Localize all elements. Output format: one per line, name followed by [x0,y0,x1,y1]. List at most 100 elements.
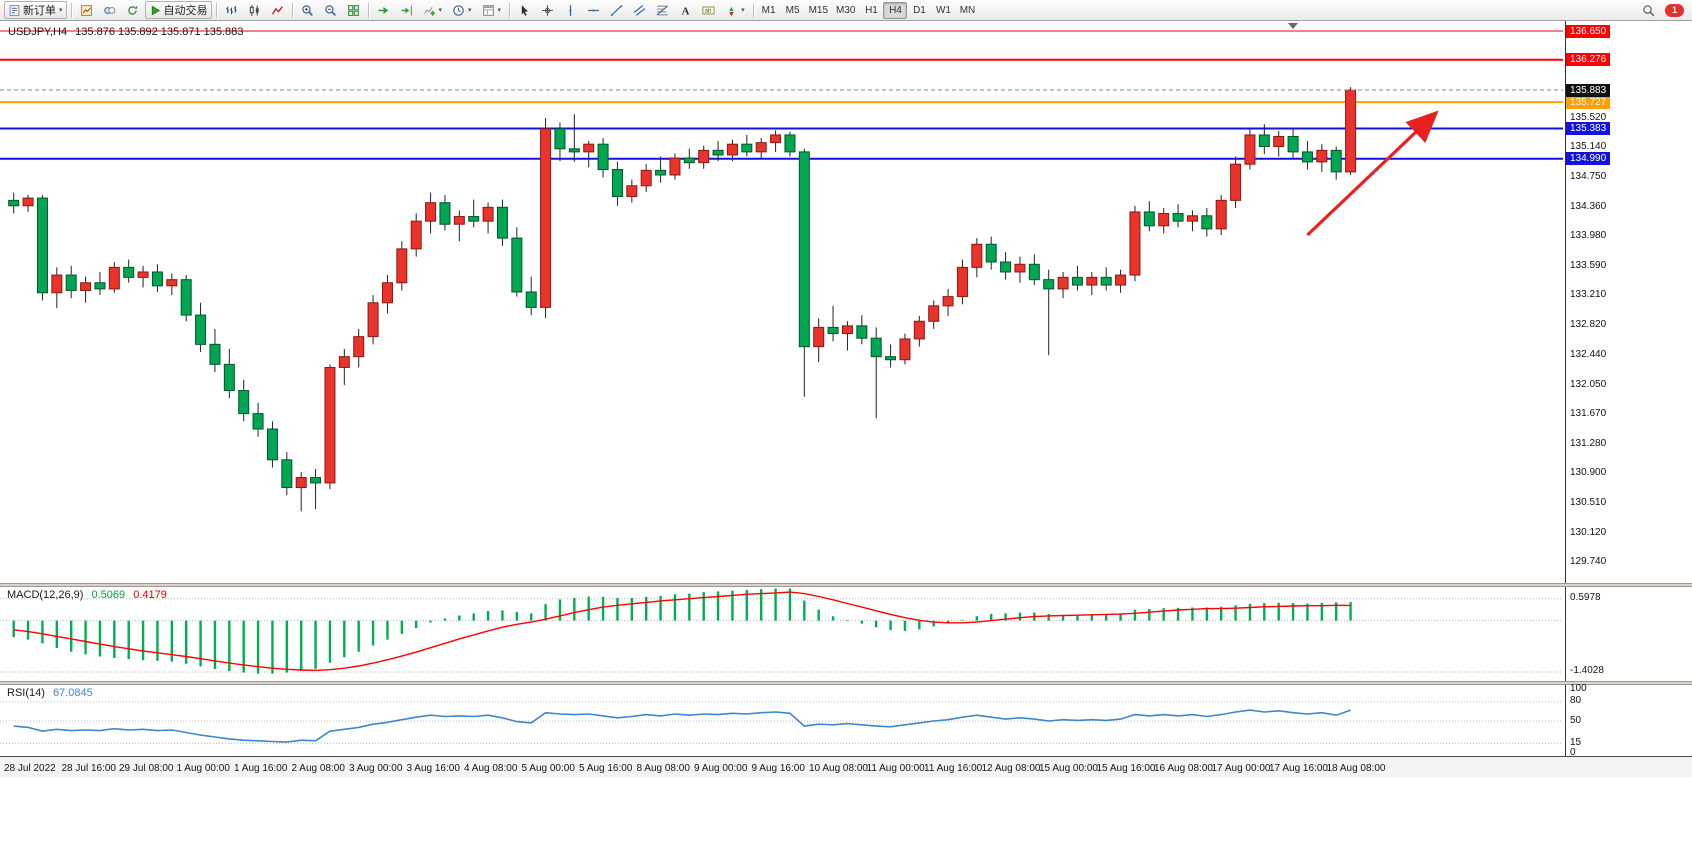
trend-arrow-object[interactable] [1306,110,1439,237]
horizontal-line-objects[interactable] [0,30,1563,160]
candle-body [80,282,92,291]
ohlc-values: 135.876 135.892 135.871 135.883 [75,26,244,38]
channel-tool-button[interactable] [629,1,650,19]
auto-scroll-button[interactable] [373,1,394,19]
play-icon [149,4,162,17]
text-label-tool-button[interactable]: ab [698,1,719,19]
timeframe-mn-button[interactable]: MN [955,2,979,19]
candle-body [295,477,307,489]
candle-body [252,413,264,430]
panel-splitter[interactable] [0,681,1692,685]
arrow-tools-icon [725,4,738,17]
chart-shift-marker[interactable] [1288,23,1298,29]
candle-body [1273,135,1285,147]
candle-body [8,199,20,207]
rsi-line [13,709,1351,743]
time-axis-label: 18 Aug 08:00 [1326,763,1386,774]
indicators-list-button[interactable]: ▾ [419,1,447,19]
time-axis-label: 28 Jul 16:00 [61,763,117,774]
timeframe-m30-button[interactable]: M30 [832,2,859,19]
candle-body [166,279,178,287]
candle-body [266,428,278,461]
candle-body [1143,211,1155,227]
candle-body [353,336,365,358]
timeframe-h1-button[interactable]: H1 [859,2,883,19]
chart-window[interactable]: USDJPY,H4 135.876 135.892 135.871 135.88… [0,21,1692,777]
timeframe-d1-button[interactable]: D1 [907,2,931,19]
fibonacci-tool-button[interactable] [652,1,673,19]
time-axis[interactable]: 28 Jul 2022 28 Jul 16:00 29 Jul 08:00 1 Aug… [0,756,1692,777]
candle-body [1330,149,1342,173]
candle-body [770,134,782,144]
candle-body [151,271,163,287]
charts-window-button[interactable] [76,1,97,19]
chart-shift-button[interactable] [396,1,417,19]
candle-body [195,314,207,345]
horizontal-line-tool-button[interactable] [583,1,604,19]
zoom-in-button[interactable] [297,1,318,19]
time-axis-label: 15 Aug 16:00 [1096,763,1156,774]
line-chart-icon [271,4,284,17]
timeframe-h4-button[interactable]: H4 [883,1,908,19]
auto-scroll-icon [377,4,390,17]
candle-body [396,248,408,284]
rsi-label: RSI(14) 67.0845 [7,687,93,699]
new-order-button[interactable]: 新订单 ▾ [4,1,67,19]
candle-body [942,296,954,307]
auto-trading-button[interactable]: 自动交易 [144,1,212,19]
candle-body [1115,274,1127,286]
profiles-button[interactable] [99,1,120,19]
time-axis-label: 9 Aug 16:00 [751,763,805,774]
text-tool-button[interactable]: A [675,1,696,19]
time-axis-label: 15 Aug 00:00 [1039,763,1098,774]
timeframe-m15-button[interactable]: M15 [805,2,832,19]
candle-body [1086,276,1098,286]
toolbar-separator [367,2,369,18]
candle-body [381,282,393,304]
panel-splitter[interactable] [0,583,1692,587]
refresh-button[interactable] [122,1,143,19]
arrow-tools-button[interactable]: ▾ [721,1,749,19]
candle-body [1043,279,1055,290]
candle-body [1100,276,1112,286]
periods-button[interactable]: ▾ [448,1,476,19]
time-axis-label: 1 Aug 16:00 [234,763,288,774]
vline-icon [564,4,577,17]
timeframe-m1-button[interactable]: M1 [757,2,781,19]
candle-body [540,128,552,308]
candle-body [281,459,293,489]
crosshair-tool-button[interactable] [537,1,558,19]
time-axis-label: 3 Aug 16:00 [406,763,460,774]
zoom-out-button[interactable] [320,1,341,19]
vertical-line-tool-button[interactable] [560,1,581,19]
svg-text:ab: ab [705,8,712,14]
clock-icon [452,4,465,17]
search-button[interactable] [1638,1,1659,19]
cursor-tool-button[interactable] [514,1,535,19]
chart-shift-icon [400,4,413,17]
candles [8,87,1357,512]
timeframe-w1-button[interactable]: W1 [931,2,955,19]
candle-body [1000,261,1012,273]
notification-badge[interactable]: 1 [1665,3,1684,17]
candle-body [640,169,652,187]
macd-main-value: 0.5069 [91,589,126,601]
line-chart-mode-button[interactable] [267,1,288,19]
trendline-tool-button[interactable] [606,1,627,19]
templates-button[interactable]: ▾ [478,1,506,19]
window-background [0,777,1692,845]
chevron-down-icon: ▾ [468,7,472,14]
candle-body [1258,134,1270,147]
candle-body [726,143,738,156]
bar-chart-mode-button[interactable] [221,1,242,19]
candle-chart-mode-button[interactable] [244,1,265,19]
trendline-icon [610,4,623,17]
tile-windows-button[interactable] [343,1,364,19]
timeframe-m5-button[interactable]: M5 [781,2,805,19]
candle-body [1172,212,1184,222]
time-axis-label: 29 Jul 08:00 [119,763,174,774]
candle-body [626,185,638,198]
candle-body [956,266,968,298]
